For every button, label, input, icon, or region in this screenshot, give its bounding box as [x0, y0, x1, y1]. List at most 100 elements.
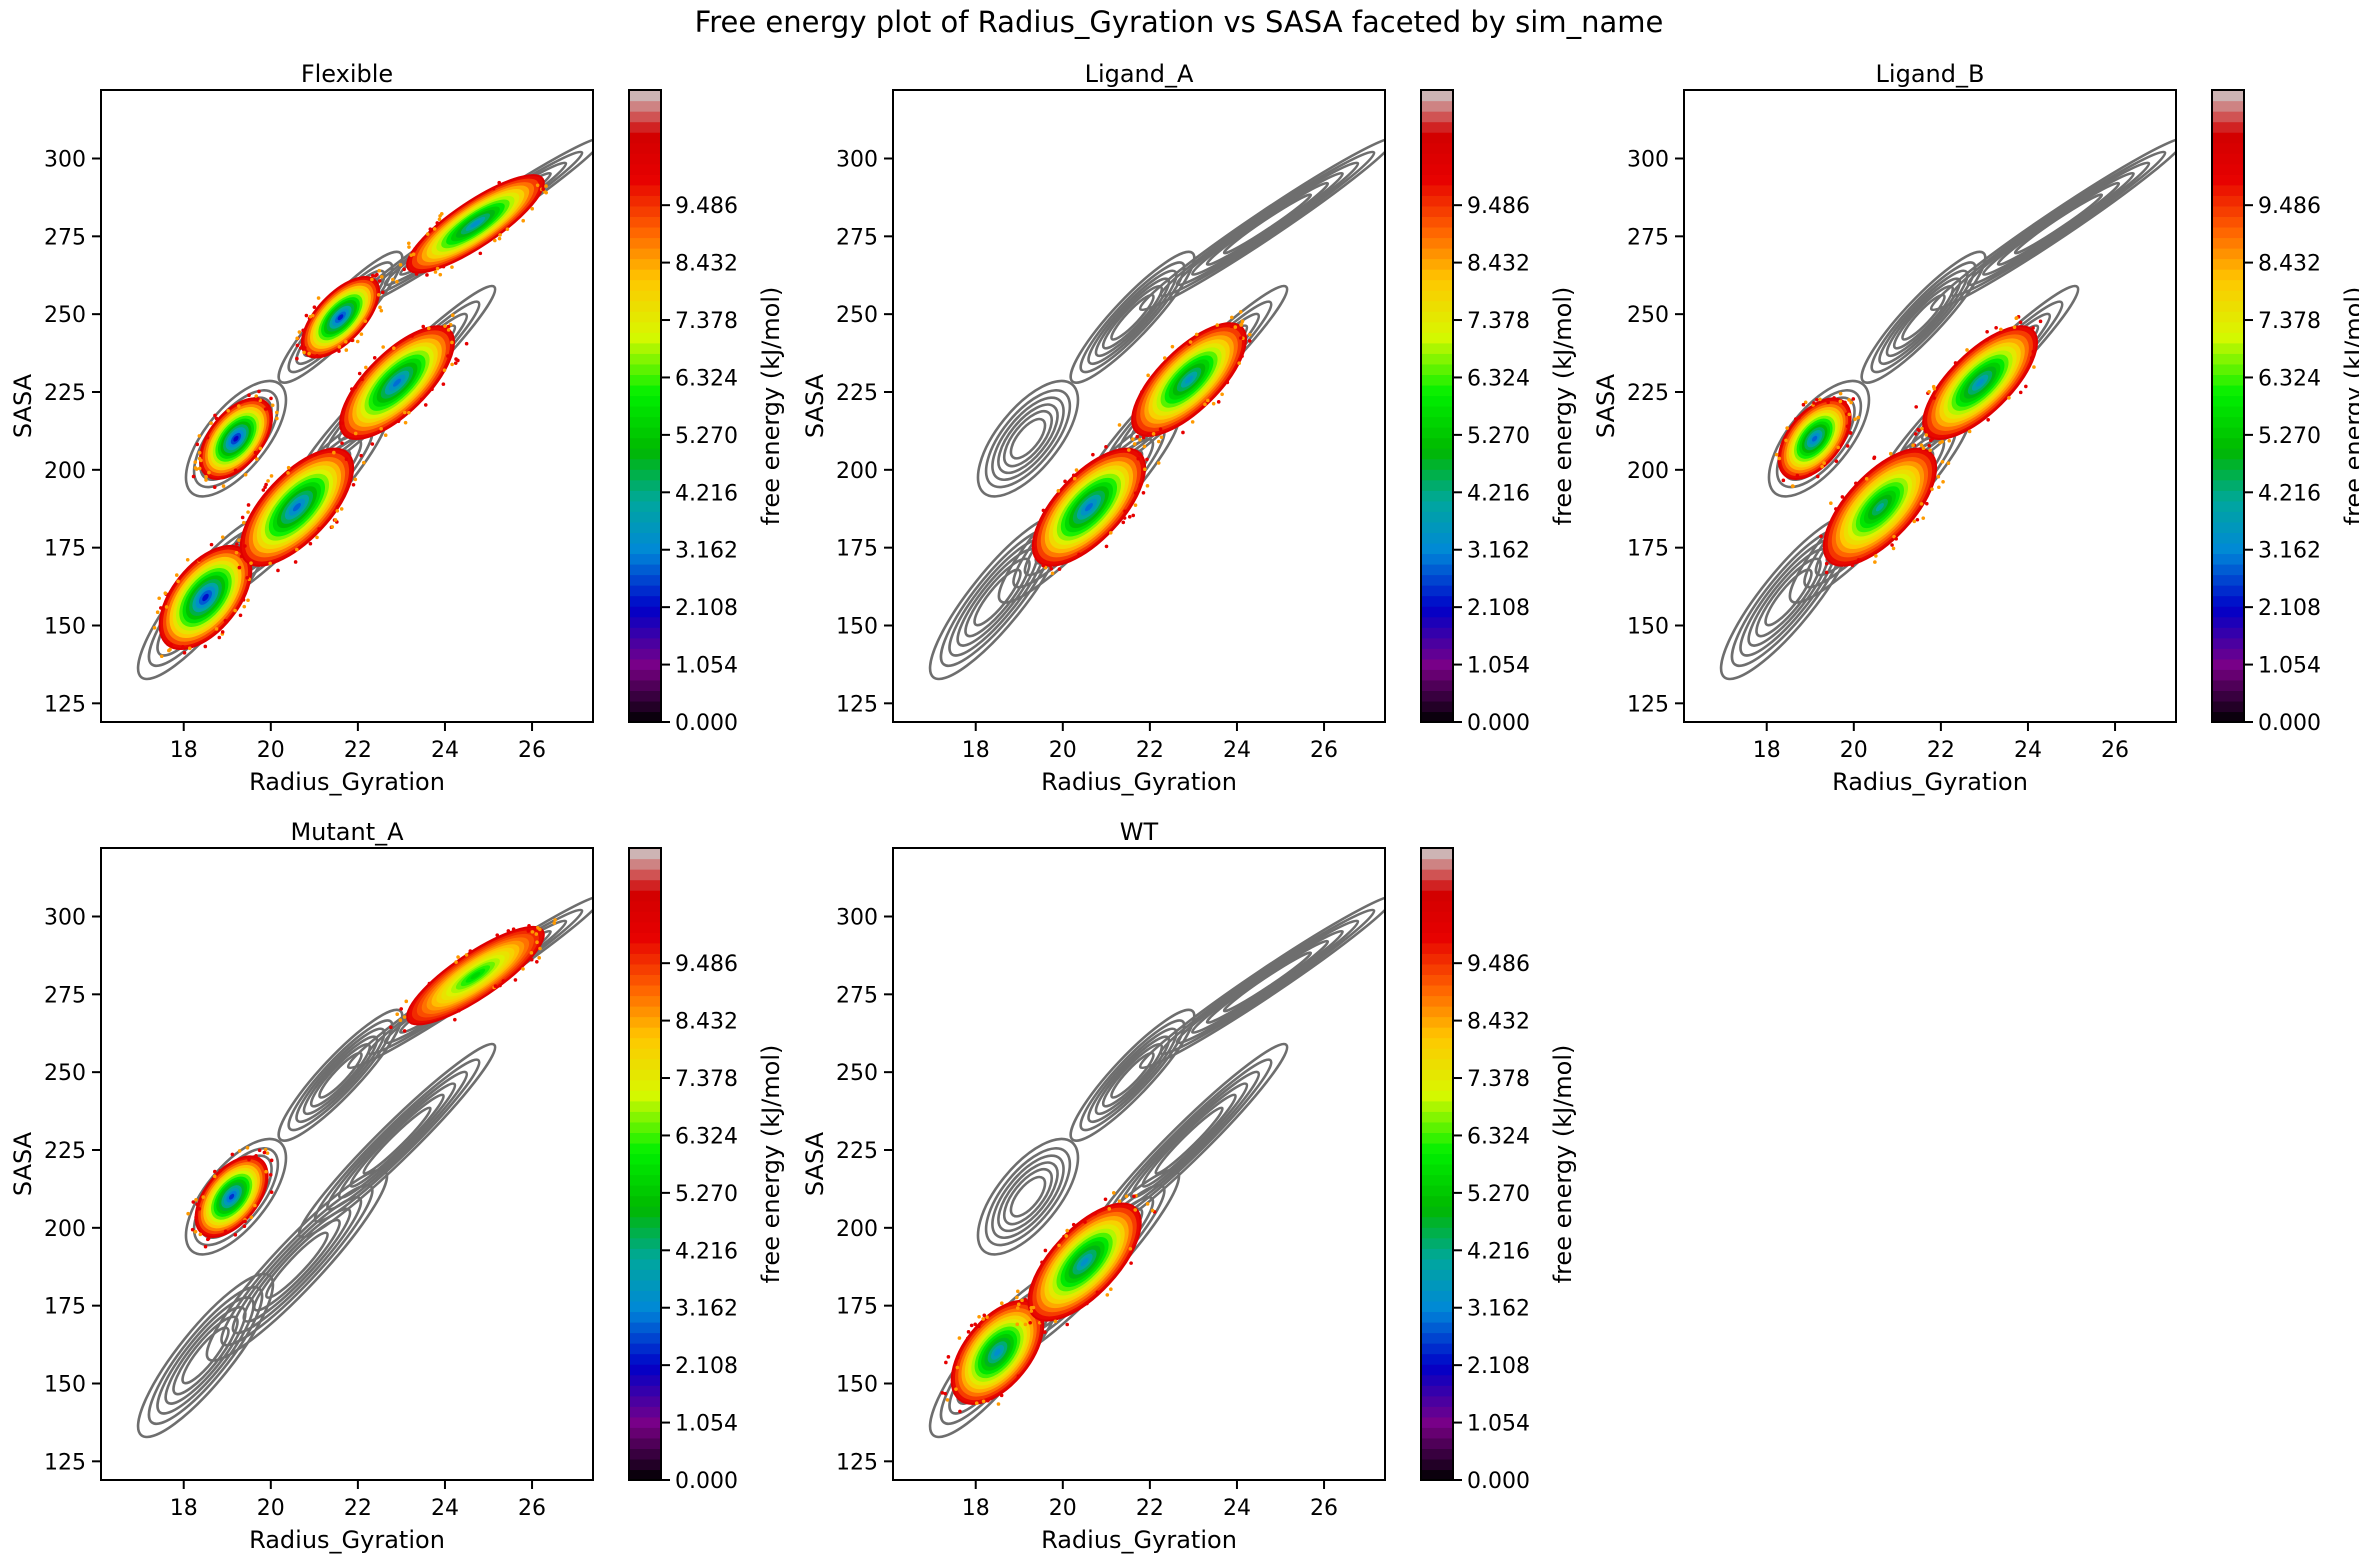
- reference-contour: [1141, 1093, 1237, 1188]
- reference-contour: [1878, 269, 1969, 366]
- reference-contour: [318, 1051, 363, 1099]
- energy-speckle: [1924, 433, 1929, 437]
- energy-speckle: [237, 1149, 242, 1153]
- colorbar-tick-label: 1.054: [675, 654, 738, 679]
- colorbar-swatch: [1421, 1058, 1453, 1070]
- energy-speckle: [2018, 320, 2023, 325]
- energy-speckle: [1847, 412, 1852, 417]
- y-tick-label: 300: [44, 905, 86, 930]
- reference-contour: [1950, 150, 2167, 298]
- energy-speckle: [464, 953, 469, 957]
- colorbar-swatch: [2212, 690, 2244, 702]
- colorbar-swatch: [1421, 226, 1453, 239]
- reference-contour: [1190, 171, 1344, 276]
- colorbar-swatch: [629, 1332, 661, 1344]
- colorbar-swatch: [1421, 184, 1453, 196]
- colorbar-swatch: [1421, 564, 1453, 576]
- reference-contour: [1222, 951, 1313, 1013]
- colorbar-swatch: [629, 1027, 661, 1039]
- energy-speckle: [2024, 384, 2028, 389]
- energy-speckle: [1873, 560, 1877, 564]
- colorbar-swatch: [1421, 490, 1453, 502]
- energy-speckle: [1127, 448, 1131, 452]
- free-energy-basin: [1819, 437, 1951, 575]
- energy-speckle: [1985, 329, 1989, 334]
- energy-speckle: [1919, 443, 1924, 447]
- energy-speckle: [152, 625, 157, 630]
- energy-speckle: [1777, 456, 1782, 461]
- panel-title: Mutant_A: [290, 818, 404, 846]
- axes-frame: [1683, 89, 2177, 723]
- y-tick-label: 250: [44, 303, 86, 328]
- energy-speckle: [966, 1330, 971, 1334]
- colorbar-swatch: [629, 1290, 661, 1302]
- colorbar-swatch: [1421, 1090, 1453, 1102]
- energy-speckle: [391, 277, 395, 282]
- x-tick-label: 22: [1136, 1496, 1164, 1521]
- colorbar-swatch: [1421, 1016, 1453, 1028]
- energy-speckle: [526, 929, 531, 933]
- energy-speckle: [264, 482, 268, 487]
- energy-speckle: [194, 467, 199, 471]
- energy-speckle: [940, 1390, 945, 1395]
- y-tick-label: 200: [1627, 459, 1669, 484]
- colorbar-swatch: [2212, 395, 2244, 407]
- colorbar-tick-label: 4.216: [1467, 1239, 1530, 1264]
- colorbar-swatch: [1421, 1416, 1453, 1428]
- energy-speckle: [534, 932, 539, 936]
- colorbar-swatch: [2212, 469, 2244, 481]
- colorbar-swatch: [1421, 448, 1453, 460]
- energy-speckle: [197, 466, 202, 471]
- colorbar-swatch: [1421, 1079, 1453, 1091]
- energy-speckle: [1927, 443, 1932, 448]
- colorbar-swatch: [1421, 869, 1453, 881]
- axes-frame: [100, 89, 594, 723]
- energy-speckle: [996, 1402, 1001, 1406]
- energy-speckle: [304, 313, 309, 318]
- energy-speckle: [1156, 461, 1161, 465]
- energy-speckle: [370, 277, 374, 282]
- colorbar-swatch: [1421, 469, 1453, 481]
- colorbar-swatch: [1421, 205, 1453, 217]
- colorbar-swatch: [629, 574, 661, 586]
- colorbar-tick-label: 7.378: [2258, 309, 2321, 334]
- energy-speckle: [456, 955, 460, 959]
- energy-speckle: [1145, 457, 1149, 462]
- colorbar-swatch: [1421, 1332, 1453, 1344]
- colorbar-swatch: [2212, 321, 2244, 333]
- energy-speckle: [1145, 1202, 1150, 1206]
- free-energy-basin: [389, 918, 557, 1033]
- energy-speckle: [1936, 474, 1941, 479]
- energy-speckle: [1834, 459, 1839, 463]
- energy-speckle: [1940, 439, 1945, 444]
- energy-speckle: [375, 272, 379, 277]
- energy-speckle: [1928, 448, 1932, 453]
- energy-speckle: [544, 184, 548, 188]
- colorbar-swatch: [629, 532, 661, 544]
- colorbar-swatch: [629, 205, 661, 217]
- y-tick-label: 225: [836, 1139, 878, 1164]
- reference-contour: [1175, 161, 1360, 287]
- energy-speckle: [191, 1200, 196, 1204]
- energy-speckle: [1818, 397, 1822, 402]
- colorbar-swatch: [2212, 226, 2244, 239]
- energy-speckle: [1083, 1220, 1087, 1224]
- energy-speckle: [370, 442, 375, 446]
- colorbar-swatch: [1421, 984, 1453, 997]
- energy-speckle: [1029, 1305, 1034, 1310]
- y-tick-label: 300: [44, 147, 86, 172]
- energy-speckle: [1140, 390, 1144, 394]
- colorbar-swatch: [629, 1353, 661, 1365]
- colorbar-swatch: [1421, 521, 1453, 533]
- colorbar-swatch: [1421, 511, 1453, 523]
- colorbar-swatch: [2212, 300, 2244, 312]
- colorbar-swatch: [629, 627, 661, 639]
- colorbar-swatch: [1421, 279, 1453, 291]
- y-axis-label: SASA: [801, 1131, 829, 1196]
- energy-speckle: [1937, 485, 1941, 490]
- energy-speckle: [1049, 566, 1054, 571]
- panel-title: WT: [1120, 818, 1159, 846]
- energy-speckle: [220, 535, 225, 539]
- colorbar-swatch: [2212, 679, 2244, 691]
- x-tick-label: 18: [1753, 738, 1781, 763]
